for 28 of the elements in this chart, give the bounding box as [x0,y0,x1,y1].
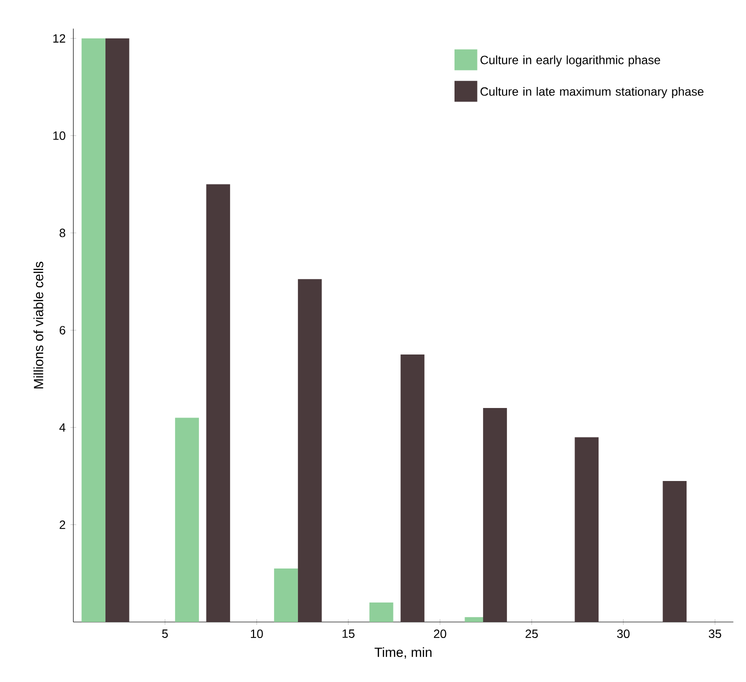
x-axis-title: Time, min [374,647,432,659]
bar [298,279,322,622]
x-tick-label: 30 [617,630,630,638]
bar [274,568,298,622]
bar [400,354,424,622]
y-tick-label: 6 [60,326,66,334]
bar [574,437,599,622]
y-tick-label: 2 [60,520,66,529]
y-tick-label: 8 [60,228,66,238]
y-tick-label: 12 [53,34,66,43]
x-tick-label: 25 [526,630,538,638]
y-tick-label: 10 [53,131,66,140]
y-axis-title: Millions of viable cells [33,262,44,388]
legend-label: Culture in late maximum stationary phase [480,86,704,98]
bar [483,408,507,622]
bar [105,38,130,622]
x-tick-label: 35 [708,630,722,638]
x-tick-label: 10 [250,630,263,638]
y-tick-label: 4 [59,423,66,432]
x-tick-label: 20 [434,630,446,638]
bar [662,480,687,622]
bar [206,184,230,622]
bar [82,38,106,622]
bar [175,418,199,622]
x-tick-label: 15 [342,630,355,638]
legend-label: Culture in early logarithmic phase [480,55,660,67]
bar [369,602,394,622]
x-tick-label: 5 [162,630,168,638]
